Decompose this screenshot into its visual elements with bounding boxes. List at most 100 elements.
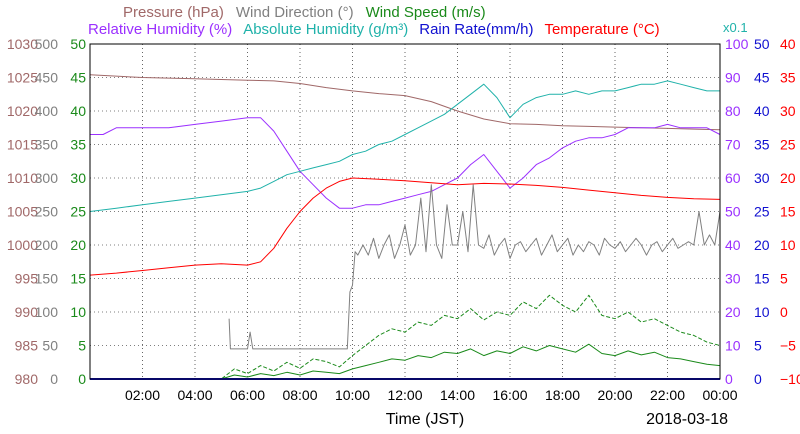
y-tick-label-temperature: −10: [780, 371, 800, 387]
y-tick-label-rain_rate: 30: [754, 170, 770, 186]
y-tick-label-temperature: 35: [780, 70, 796, 86]
y-tick-label-rain_rate: 45: [754, 70, 770, 86]
y-tick-label-pressure: 1000: [7, 237, 38, 253]
x-tick-label: 20:00: [597, 387, 632, 403]
y-tick-label-rain_rate: 10: [754, 304, 770, 320]
legend-item: Rain Rate(mm/h): [419, 21, 533, 38]
y-tick-label-rain_rate: 25: [754, 204, 770, 220]
y-tick-label-wind_direction: 300: [35, 170, 59, 186]
x-tick-label: 18:00: [545, 387, 580, 403]
abs-humidity-scale-note: x0.1: [723, 20, 748, 35]
y-tick-label-wind_speed: 30: [70, 170, 86, 186]
y-tick-label-temperature: 5: [780, 271, 788, 287]
series-wind-speed: [90, 343, 721, 380]
legend-item: Pressure (hPa): [123, 4, 224, 21]
y-tick-label-rain_rate: 20: [754, 237, 770, 253]
y-tick-label-pressure: 1015: [7, 137, 38, 153]
series-temperature: [89, 177, 721, 276]
y-tick-label-temperature: 20: [780, 170, 796, 186]
x-tick-label: 22:00: [650, 387, 685, 403]
x-tick-label: 04:00: [177, 387, 212, 403]
legend-item: Absolute Humidity (g/m³): [243, 21, 408, 38]
plot-frame: [89, 43, 721, 380]
y-tick-label-wind_direction: 400: [35, 103, 59, 119]
legend: Pressure (hPa) Wind Direction (°) Wind Spe…: [88, 4, 748, 38]
y-tick-label-humidity: 60: [725, 170, 741, 186]
y-tick-label-humidity: 20: [725, 304, 741, 320]
x-tick-label: 12:00: [387, 387, 422, 403]
y-tick-label-wind_direction: 0: [50, 371, 58, 387]
x-tick-label: 14:00: [440, 387, 475, 403]
legend-item: Wind Direction (°): [236, 4, 354, 21]
y-tick-label-temperature: 15: [780, 204, 796, 220]
y-tick-label-wind_direction: 100: [35, 304, 59, 320]
y-tick-label-pressure: 1010: [7, 170, 38, 186]
y-tick-label-wind_speed: 0: [78, 371, 86, 387]
y-tick-label-wind_speed: 50: [70, 36, 86, 52]
y-tick-label-temperature: 10: [780, 237, 796, 253]
y-tick-label-wind_speed: 5: [78, 338, 86, 354]
date-label: 2018-03-18: [646, 411, 728, 428]
y-tick-label-rain_rate: 40: [754, 103, 770, 119]
y-tick-label-pressure: 995: [15, 271, 39, 287]
y-tick-label-wind_speed: 15: [70, 271, 86, 287]
x-tick-label: 10:00: [335, 387, 370, 403]
series-relative-humidity: [90, 117, 721, 209]
y-tick-label-pressure: 1025: [7, 70, 38, 86]
grid: [90, 44, 720, 379]
x-tick-label: 02:00: [125, 387, 160, 403]
legend-item: Relative Humidity (%): [88, 21, 232, 38]
y-tick-label-humidity: 30: [725, 271, 741, 287]
y-tick-label-humidity: 0: [725, 371, 733, 387]
y-tick-label-temperature: 25: [780, 137, 796, 153]
y-tick-label-wind_speed: 40: [70, 103, 86, 119]
y-tick-label-pressure: 980: [15, 371, 39, 387]
y-tick-label-temperature: 0: [780, 304, 788, 320]
series-wind-direction: [228, 184, 721, 350]
y-tick-label-humidity: 70: [725, 137, 741, 153]
y-tick-label-wind_direction: 150: [35, 271, 59, 287]
x-tick-label: 06:00: [230, 387, 265, 403]
y-tick-label-humidity: 10: [725, 338, 741, 354]
series-wind-speed-gust: [90, 294, 721, 380]
x-axis: 02:00 04:00 06:00 08:00 10:00 12:00 14:00 16:00…: [125, 387, 738, 403]
y-tick-label-humidity: 40: [725, 237, 741, 253]
y-tick-label-wind_direction: 50: [42, 338, 58, 354]
y-tick-label-wind_speed: 25: [70, 204, 86, 220]
y-tick-label-humidity: 80: [725, 103, 741, 119]
x-tick-label: 08:00: [282, 387, 317, 403]
legend-item: Wind Speed (m/s): [366, 4, 486, 21]
y-tick-label-temperature: 40: [780, 36, 796, 52]
y-tick-label-wind_speed: 45: [70, 70, 86, 86]
y-tick-label-wind_direction: 250: [35, 204, 59, 220]
right-axes: 1009080706050403020100504540353025201510…: [725, 36, 800, 387]
y-tick-label-wind_direction: 200: [35, 237, 59, 253]
y-tick-label-rain_rate: 0: [754, 371, 762, 387]
x-axis-label: Time (JST): [386, 411, 465, 428]
y-tick-label-pressure: 985: [15, 338, 39, 354]
y-tick-label-humidity: 50: [725, 204, 741, 220]
x-tick-label: 16:00: [492, 387, 527, 403]
y-tick-label-wind_speed: 20: [70, 237, 86, 253]
left-axes: 1030102510201015101010051000995990985980…: [7, 36, 86, 387]
series-pressure: [89, 74, 721, 131]
y-tick-label-pressure: 1005: [7, 204, 38, 220]
y-tick-label-rain_rate: 15: [754, 271, 770, 287]
y-tick-label-rain_rate: 5: [754, 338, 762, 354]
y-tick-label-humidity: 90: [725, 70, 741, 86]
y-tick-label-rain_rate: 50: [754, 36, 770, 52]
y-tick-label-wind_direction: 500: [35, 36, 59, 52]
y-tick-label-temperature: 30: [780, 103, 796, 119]
y-tick-label-humidity: 100: [725, 36, 749, 52]
y-tick-label-pressure: 1020: [7, 103, 38, 119]
x-tick-label: 00:00: [702, 387, 737, 403]
y-tick-label-temperature: −5: [780, 338, 796, 354]
y-tick-label-wind_speed: 35: [70, 137, 86, 153]
y-tick-label-wind_direction: 350: [35, 137, 59, 153]
legend-item: Temperature (°C): [544, 21, 659, 38]
y-tick-label-pressure: 1030: [7, 36, 38, 52]
y-tick-label-wind_speed: 10: [70, 304, 86, 320]
y-tick-label-wind_direction: 450: [35, 70, 59, 86]
y-tick-label-rain_rate: 35: [754, 137, 770, 153]
